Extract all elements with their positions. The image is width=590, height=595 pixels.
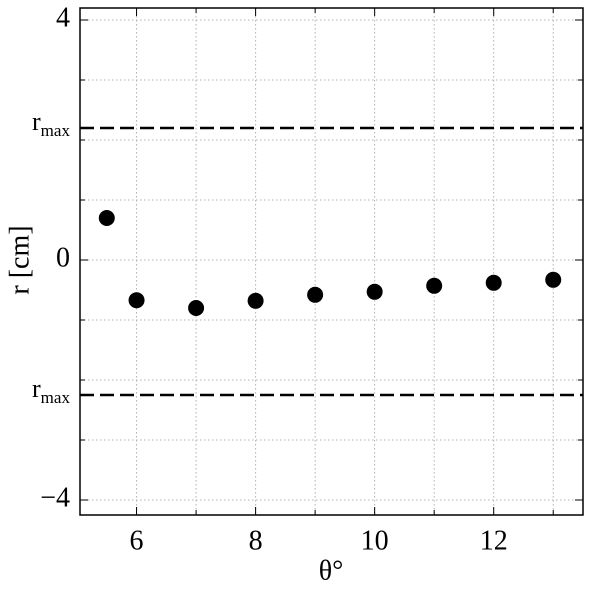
reference-label-sub: max <box>41 388 71 407</box>
x-tick-label: 10 <box>361 525 389 556</box>
point <box>545 271 562 288</box>
reference-label-sub: max <box>41 121 71 140</box>
y-axis-label: r [cm] <box>4 225 35 294</box>
point <box>485 274 502 291</box>
x-tick-label: 12 <box>480 525 508 556</box>
point <box>247 292 264 309</box>
point <box>366 283 383 300</box>
point <box>307 286 324 303</box>
reference-label: rmax <box>32 107 70 140</box>
x-tick-label: 6 <box>130 525 144 556</box>
reference-label: rmax <box>32 374 70 407</box>
point <box>128 292 145 309</box>
reference-label-main: r <box>32 107 41 136</box>
y-tick-label: −4 <box>40 482 70 513</box>
x-axis-label: θ° <box>319 555 344 586</box>
plot-frame <box>79 7 584 516</box>
point <box>426 277 443 294</box>
reference-label-main: r <box>32 374 41 403</box>
point <box>188 300 205 316</box>
point <box>98 210 115 226</box>
y-tick-label: 0 <box>56 242 70 273</box>
x-tick-label: 8 <box>249 525 263 556</box>
y-tick-label: 4 <box>56 2 70 33</box>
